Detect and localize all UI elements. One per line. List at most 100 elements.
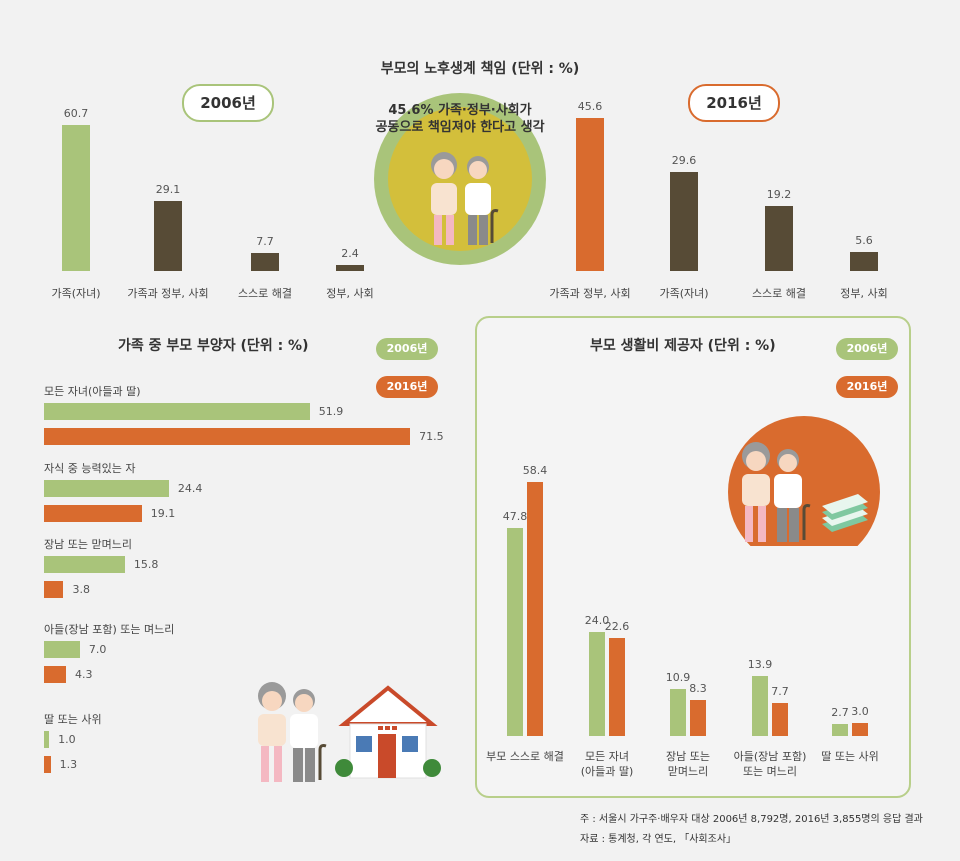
- supporter-chart-title: 가족 중 부모 부양자 (단위 : %): [118, 338, 309, 354]
- living-category-2-0: 장남 또는: [666, 750, 710, 763]
- elderly-couple-circle-illustration: [374, 93, 546, 265]
- footnote-note: 주 : 서울시 가구주·배우자 대상 2006년 8,792명, 2016년 3…: [580, 814, 923, 825]
- supporter-category-1: 자식 중 능력있는 자: [44, 462, 136, 475]
- grandpa-icon: [774, 449, 811, 542]
- category-label-0-0: 가족(자녀): [51, 287, 101, 300]
- callout-text: 45.6% 가족·정부·사회가 공동으로 책임져야 한다고 생각: [340, 102, 580, 136]
- bar-0-3: [336, 265, 364, 271]
- bar-0-0: [62, 125, 90, 271]
- living-bar-1-0: [527, 481, 543, 736]
- living-category-2-1: 맏며느리: [667, 765, 709, 778]
- supporter-value-0-1: 24.4: [177, 482, 203, 495]
- category-label-0-2: 스스로 해결: [237, 287, 293, 300]
- living-category-4-0: 딸 또는 사위: [821, 750, 879, 763]
- supporter-bar-0-4: [44, 731, 50, 748]
- main-chart-title: 부모의 노후생계 책임 (단위 : %): [380, 61, 580, 77]
- grandma-icon: [742, 442, 770, 542]
- bar-0-1: [154, 201, 182, 271]
- living-value-1-3: 7.7: [771, 684, 789, 698]
- year-2016-pill: 2016년: [688, 84, 780, 122]
- supporter-value-1-0: 71.5: [419, 430, 444, 443]
- supporter-value-1-3: 4.3: [75, 668, 93, 681]
- living-value-0-0: 47.8: [502, 510, 528, 524]
- elderly-money-illustration: [728, 416, 880, 546]
- footnote-source: 자료 : 통계청, 각 연도, 「사회조사」: [580, 834, 737, 845]
- category-label-1-1: 가족(자녀): [659, 287, 709, 300]
- supporter-bar-0-1: [44, 480, 169, 497]
- living-bar-1-3: [772, 702, 788, 736]
- category-label-1-0: 가족과 정부, 사회: [549, 287, 631, 300]
- grandma-icon: [431, 152, 457, 245]
- living-value-1-1: 22.6: [604, 619, 630, 633]
- value-label-1-3: 5.6: [855, 234, 873, 248]
- category-label-1-2: 스스로 해결: [751, 287, 807, 300]
- living-value-0-3: 13.9: [747, 657, 773, 671]
- grandma-icon: [258, 682, 286, 782]
- living-bar-0-1: [589, 631, 605, 736]
- bar-0-2: [251, 252, 279, 271]
- supporter-bar-1-0: [44, 428, 411, 445]
- value-label-0-2: 7.7: [256, 234, 274, 248]
- year-2006-pill: 2006년: [182, 84, 274, 122]
- value-label-1-2: 19.2: [766, 188, 792, 202]
- legend-2006-tag-right: 2006년: [836, 338, 898, 360]
- category-label-0-3: 정부, 사회: [326, 287, 374, 300]
- living-category-1-0: 모든 자녀: [585, 750, 629, 763]
- living-bar-0-4: [832, 724, 848, 736]
- supporter-category-0: 모든 자녀(아들과 딸): [44, 385, 141, 398]
- supporter-value-0-3: 7.0: [88, 643, 107, 656]
- bar-1-2: [765, 206, 793, 271]
- supporter-bar-0-3: [44, 641, 80, 658]
- supporter-value-1-4: 1.3: [59, 758, 78, 771]
- value-label-1-0: 45.6: [577, 99, 603, 113]
- living-bar-0-3: [752, 675, 768, 736]
- category-label-1-3: 정부, 사회: [840, 287, 888, 300]
- supporter-category-2: 장남 또는 맏며느리: [44, 538, 132, 551]
- supporter-bar-1-3: [44, 666, 67, 683]
- supporter-value-0-4: 1.0: [58, 733, 76, 746]
- bar-1-1: [670, 171, 698, 271]
- living-value-1-2: 8.3: [689, 681, 707, 695]
- supporter-bar-0-2: [44, 556, 125, 573]
- house-icon: [335, 685, 441, 779]
- supporter-value-0-0: 51.9: [318, 405, 344, 418]
- supporter-value-1-1: 19.1: [150, 507, 176, 520]
- supporter-bar-0-0: [44, 403, 310, 420]
- legend-2006-tag: 2006년: [376, 338, 438, 360]
- value-label-0-1: 29.1: [155, 183, 181, 197]
- supporter-bar-1-4: [44, 756, 51, 773]
- living-bar-1-4: [852, 722, 868, 736]
- living-value-0-4: 2.7: [831, 706, 849, 720]
- supporter-value-0-2: 15.8: [133, 558, 159, 571]
- grandpa-icon: [465, 156, 499, 245]
- value-label-1-1: 29.6: [671, 153, 697, 167]
- supporter-category-3: 아들(장남 포함) 또는 며느리: [44, 623, 175, 636]
- supporter-bar-1-2: [44, 581, 64, 598]
- living-value-0-2: 10.9: [665, 670, 691, 684]
- living-bar-0-2: [670, 688, 686, 736]
- bar-1-3: [850, 252, 878, 271]
- living-value-1-4: 3.0: [851, 704, 869, 718]
- category-label-0-1: 가족과 정부, 사회: [127, 287, 209, 300]
- living-bar-1-1: [609, 637, 625, 736]
- callout-line-1: 45.6% 가족·정부·사회가: [388, 103, 532, 118]
- living-cost-chart-title: 부모 생활비 제공자 (단위 : %): [590, 338, 776, 354]
- bar-1-0: [576, 117, 604, 271]
- supporter-bar-1-1: [44, 505, 142, 522]
- legend-2016-tag-right: 2016년: [836, 376, 898, 398]
- living-bar-1-2: [690, 699, 706, 736]
- living-category-1-1: (아들과 딸): [580, 765, 634, 778]
- grandpa-icon: [290, 689, 327, 782]
- money-stack-icon: [822, 494, 868, 532]
- living-bar-0-0: [507, 528, 523, 736]
- living-category-3-1: 또는 며느리: [742, 765, 798, 778]
- living-category-0-0: 부모 스스로 해결: [486, 750, 564, 763]
- living-category-3-0: 아들(장남 포함): [733, 750, 807, 763]
- family-house-illustration: [258, 682, 441, 782]
- living-value-1-0: 58.4: [522, 463, 548, 477]
- value-label-0-3: 2.4: [341, 247, 359, 261]
- supporter-value-1-2: 3.8: [72, 583, 90, 596]
- value-label-0-0: 60.7: [63, 107, 89, 121]
- callout-line-2: 공동으로 책임져야 한다고 생각: [375, 120, 545, 135]
- supporter-category-4: 딸 또는 사위: [44, 713, 102, 726]
